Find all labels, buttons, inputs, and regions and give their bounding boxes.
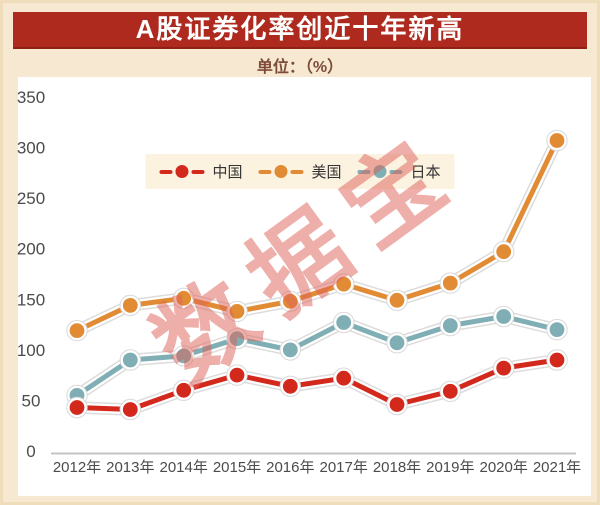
legend-label-usa: 美国 [311,164,342,181]
y-tick-label: 300 [17,139,45,158]
data-point-0-1 [122,402,138,417]
data-point-2-6 [389,335,405,351]
y-tick-label: 100 [17,341,45,360]
data-point-1-1 [122,298,138,313]
chart-legend: 中国 美国 日本 [145,154,455,189]
title-banner: A股证券化率创近十年新高 [13,12,587,49]
y-tick-label: 200 [17,240,45,259]
x-tick-label: 2021年 [533,459,581,476]
data-point-2-7 [442,318,458,333]
x-tick-label: 2015年 [213,459,261,476]
data-point-0-8 [496,360,512,376]
data-point-2-9 [549,322,565,337]
y-tick-label: 0 [26,442,35,461]
legend-marker-japan [357,165,403,178]
data-point-1-8 [496,244,512,260]
y-tick-label: 250 [17,189,45,208]
legend-marker-usa [258,165,304,178]
data-point-2-4 [282,342,298,358]
data-point-1-6 [389,292,405,308]
data-point-0-7 [442,383,458,399]
data-point-2-1 [122,352,138,368]
legend-item-usa: 美国 [258,161,342,182]
x-tick-label: 2019年 [426,459,474,476]
legend-item-japan: 日本 [357,161,441,182]
data-point-0-4 [282,378,298,394]
legend-label-china: 中国 [212,164,243,181]
series-line-2 [74,314,560,398]
data-point-0-3 [229,367,245,383]
x-tick-label: 2018年 [373,459,421,476]
legend-label-japan: 日本 [410,164,441,181]
x-tick-label: 2020年 [480,459,528,476]
data-point-1-0 [69,323,85,338]
data-point-1-3 [229,304,245,319]
data-point-0-0 [69,400,85,415]
line-chart: 0 50 100 150 200 250 300 350 2012年 2013年 2014年 2015… [17,88,581,476]
chart-title: A股证券化率创近十年新高 [135,14,465,44]
legend-item-china: 中国 [159,161,242,182]
y-tick-label: 150 [17,290,45,309]
data-point-1-9 [549,133,565,148]
x-tick-label: 2017年 [320,459,368,476]
data-point-1-4 [282,293,298,309]
data-point-1-5 [336,276,352,292]
y-tick-label: 50 [22,391,41,410]
series-line-0 [74,357,560,412]
y-tick-label: 350 [17,88,45,107]
x-tick-label: 2012年 [53,459,101,476]
data-point-2-8 [496,309,512,324]
legend-marker-china [159,165,205,178]
x-tick-label: 2013年 [106,459,154,476]
series-line-1 [74,138,560,334]
data-point-0-6 [389,397,405,412]
data-point-2-3 [229,331,245,347]
unit-label: 单位：（%） [256,59,344,76]
data-point-0-5 [336,370,352,386]
data-point-2-2 [176,348,192,364]
data-point-2-5 [336,315,352,330]
data-point-1-7 [442,275,458,291]
data-point-0-9 [549,352,565,368]
data-point-0-2 [176,382,192,398]
x-tick-label: 2016年 [266,459,314,476]
plot-panel [18,77,591,496]
x-tick-label: 2014年 [160,459,208,476]
data-point-1-2 [176,290,192,306]
